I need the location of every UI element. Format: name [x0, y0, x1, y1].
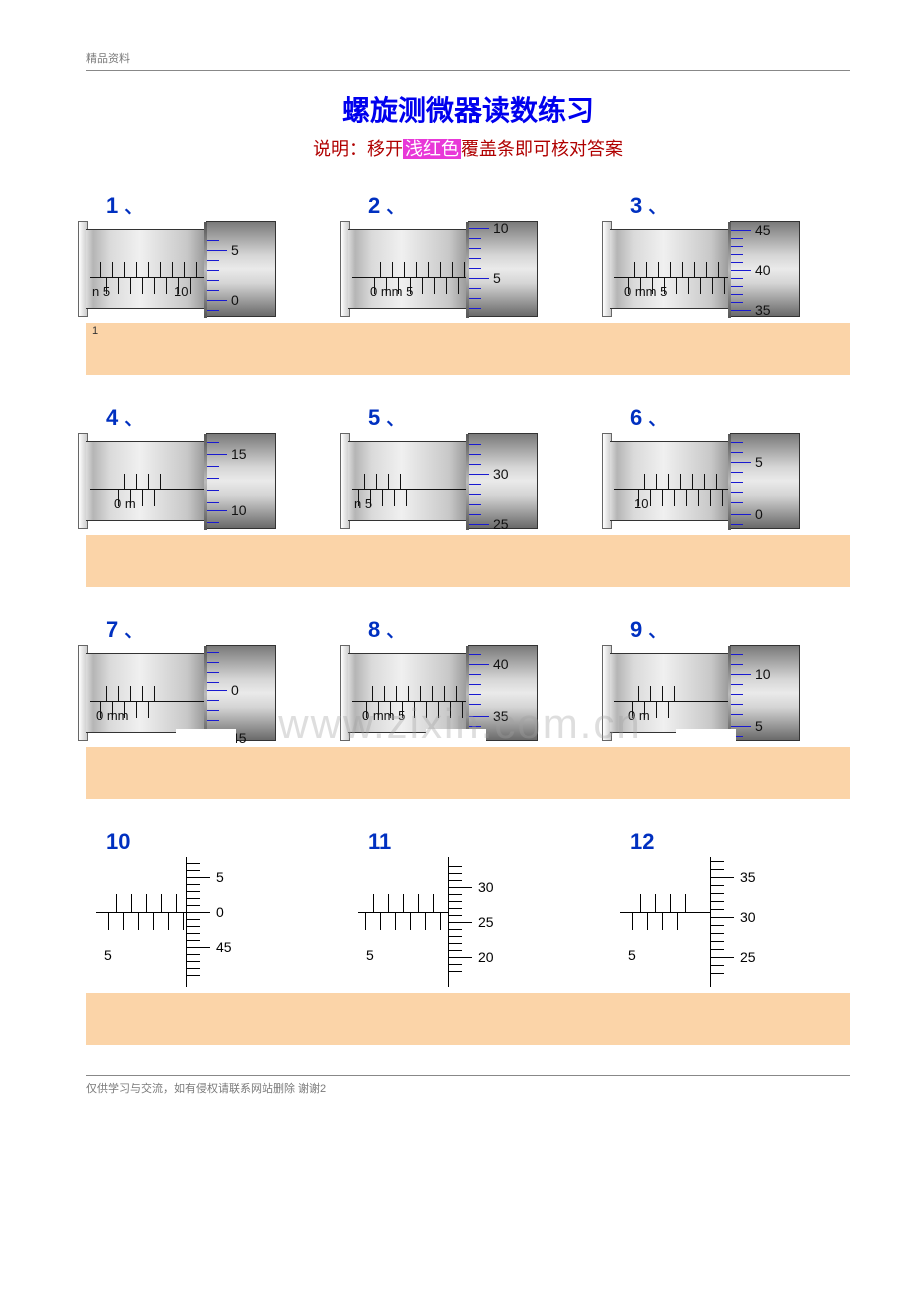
- question-cell: 4 、0 m1510: [86, 405, 326, 529]
- micrometer-diagram: 0 m1510: [86, 433, 286, 529]
- question-cell: 1 、n 51050: [86, 193, 326, 317]
- micrometer-schematic: 55045: [86, 857, 286, 987]
- question-number: 8 、: [368, 617, 588, 643]
- question-cell: 125353025: [610, 829, 850, 987]
- question-cell: 1055045: [86, 829, 326, 987]
- question-number: 3 、: [630, 193, 850, 219]
- question-cell: 6 、1050: [610, 405, 850, 529]
- question-number: 10: [106, 829, 326, 855]
- subtitle-suffix: 覆盖条即可核对答案: [461, 139, 623, 159]
- micrometer-diagram: 1050: [610, 433, 810, 529]
- question-number: 2 、: [368, 193, 588, 219]
- question-number: 1 、: [106, 193, 326, 219]
- micrometer-diagram: 0 mm 5454035: [610, 221, 810, 317]
- question-number: 9 、: [630, 617, 850, 643]
- main-title: 螺旋测微器读数练习: [86, 89, 850, 129]
- subtitle-prefix: 说明：移开: [313, 139, 403, 159]
- question-number: 4 、: [106, 405, 326, 431]
- question-cell: 3 、0 mm 5454035: [610, 193, 850, 317]
- micrometer-diagram: n 51050: [86, 221, 286, 317]
- question-number: 12: [630, 829, 850, 855]
- question-cell: 9 、0 m105: [610, 617, 850, 741]
- question-number: 11: [368, 829, 588, 855]
- answer-strip: 1: [86, 323, 850, 375]
- question-cell: 5 、n 53025: [348, 405, 588, 529]
- answer-strip: [86, 993, 850, 1045]
- micrometer-diagram: 0 mm045: [86, 645, 286, 741]
- answer-strip: [86, 747, 850, 799]
- question-cell: 115302520: [348, 829, 588, 987]
- question-cell: 7 、0 mm045: [86, 617, 326, 741]
- subtitle-highlight: 浅红色: [403, 139, 461, 159]
- question-number: 7 、: [106, 617, 326, 643]
- micrometer-schematic: 5302520: [348, 857, 548, 987]
- question-cell: 2 、0 mm 5105: [348, 193, 588, 317]
- micrometer-diagram: n 53025: [348, 433, 548, 529]
- page-header: 精品资料: [86, 50, 850, 71]
- question-cell: 8 、0 mm 54035: [348, 617, 588, 741]
- question-number: 6 、: [630, 405, 850, 431]
- page-footer: 仅供学习与交流，如有侵权请联系网站删除 谢谢2: [86, 1075, 850, 1096]
- micrometer-schematic: 5353025: [610, 857, 810, 987]
- question-number: 5 、: [368, 405, 588, 431]
- subtitle: 说明：移开浅红色覆盖条即可核对答案: [86, 135, 850, 161]
- micrometer-diagram: 0 mm 5105: [348, 221, 548, 317]
- micrometer-diagram: 0 m105: [610, 645, 810, 741]
- micrometer-diagram: 0 mm 54035: [348, 645, 548, 741]
- answer-strip: [86, 535, 850, 587]
